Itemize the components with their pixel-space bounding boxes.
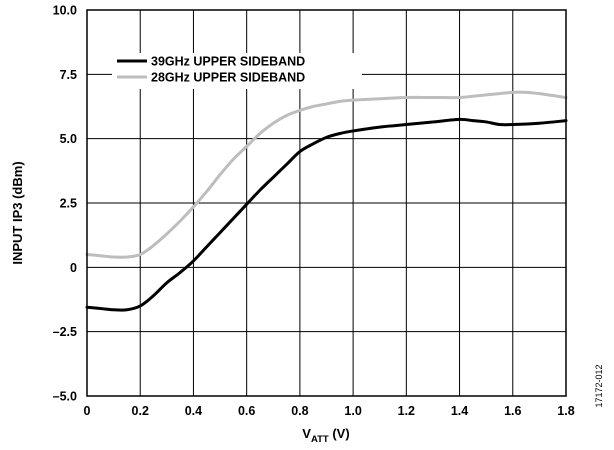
y-tick-label: 10.0: [53, 4, 77, 18]
y-tick-label: –2.5: [53, 325, 77, 339]
x-tick-labels: 0 0.2 0.4 0.6 0.8 1.0 1.2 1.4 1.6 1.8: [84, 404, 575, 418]
y-axis-title: INPUT IP3 (dBm): [10, 161, 25, 264]
y-tick-label: 7.5: [60, 68, 77, 82]
legend-background: [112, 53, 362, 89]
x-axis-title: VATT (V): [302, 426, 349, 445]
x-tick-label: 1.8: [557, 404, 574, 418]
figure-id: 17172-012: [594, 364, 604, 407]
x-tick-label: 0.4: [185, 404, 202, 418]
legend: 39GHz UPPER SIDEBAND 28GHz UPPER SIDEBAN…: [112, 53, 362, 89]
series-layer: [85, 90, 568, 312]
series-line-39ghz-upper-sideband: [85, 117, 568, 312]
x-tick-label: 1.4: [451, 404, 468, 418]
y-tick-label: 0: [70, 261, 77, 275]
x-tick-label: 1.0: [344, 404, 361, 418]
legend-label-28ghz: 28GHz UPPER SIDEBAND: [151, 71, 305, 85]
x-axis-title-unit: (V): [329, 426, 350, 441]
x-tick-label: 1.6: [504, 404, 521, 418]
y-tick-labels: –5.0 –2.5 0 2.5 5.0 7.5 10.0: [53, 4, 77, 404]
plot-frame: [86, 9, 567, 397]
legend-label-39ghz: 39GHz UPPER SIDEBAND: [151, 55, 305, 69]
x-tick-label: 0.6: [238, 404, 255, 418]
x-tick-label: 1.2: [398, 404, 415, 418]
x-tick-label: 0: [84, 404, 91, 418]
x-axis-title-main: V: [302, 426, 311, 441]
y-tick-label: –5.0: [53, 390, 77, 404]
series-line-28ghz-upper-sideband: [85, 90, 568, 259]
y-tick-label: 2.5: [60, 197, 77, 211]
y-tick-label: 5.0: [60, 132, 77, 146]
x-tick-label: 0.8: [291, 404, 308, 418]
x-tick-label: 0.2: [132, 404, 149, 418]
x-axis-title-subscript: ATT: [311, 434, 329, 445]
